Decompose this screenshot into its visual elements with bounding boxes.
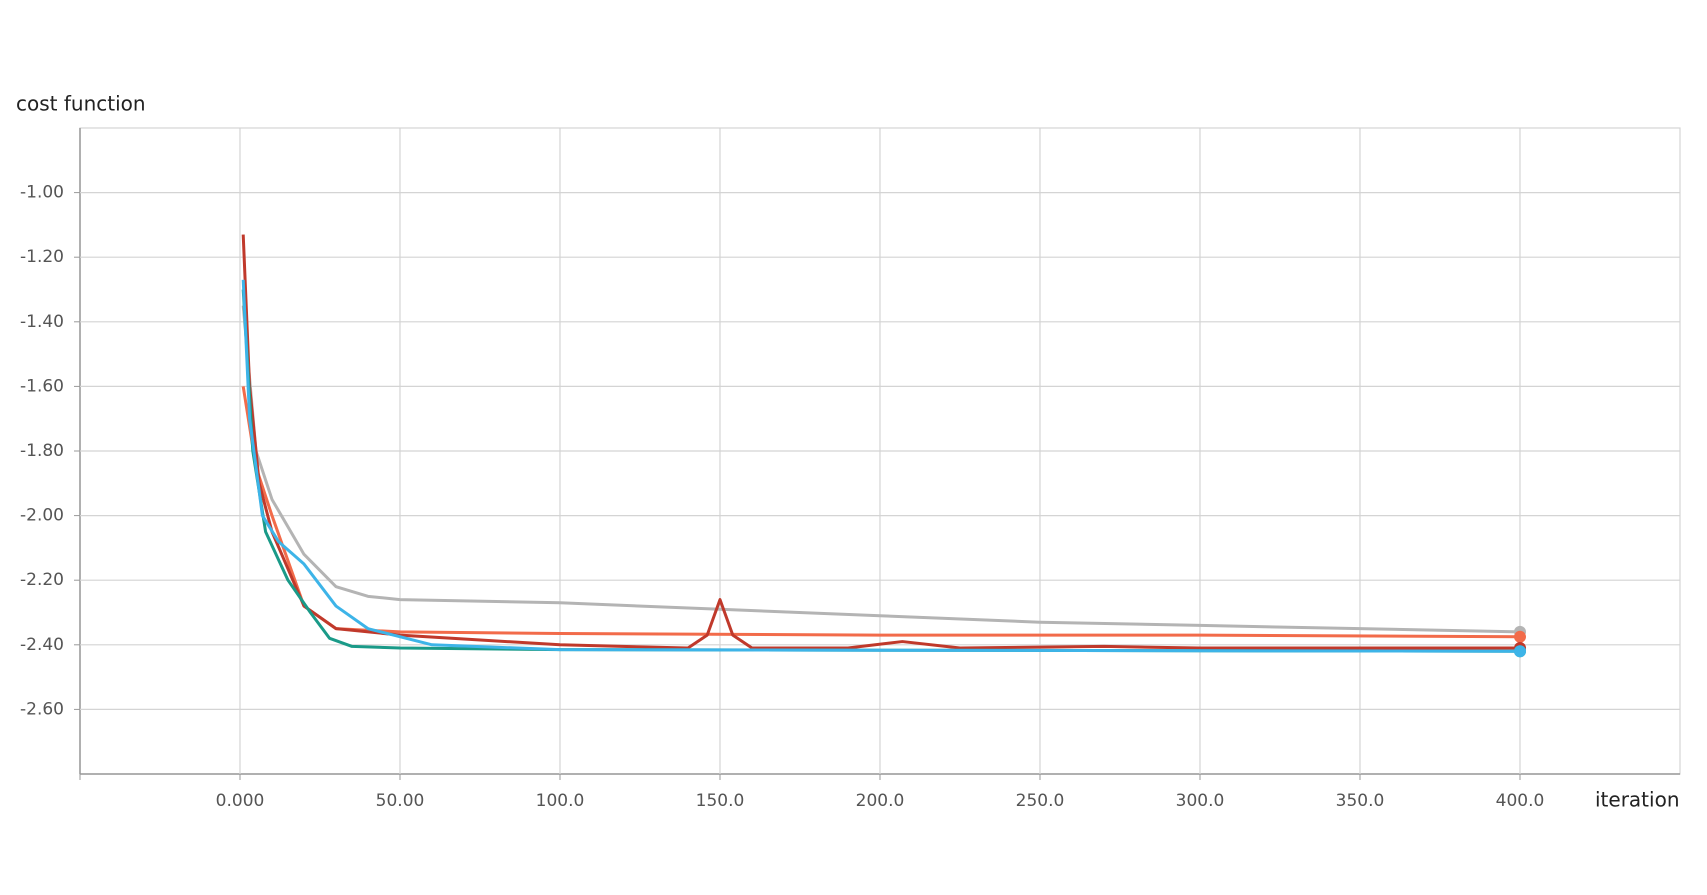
x-axis-label: iteration — [1595, 788, 1680, 812]
line-series — [241, 234, 1520, 650]
y-axis-label: cost function — [16, 92, 146, 116]
end-point — [1514, 645, 1526, 658]
line-series — [241, 289, 1521, 653]
y-tick-label: -2.20 — [20, 570, 64, 590]
y-tick-label: -2.40 — [20, 635, 64, 655]
line-series — [241, 305, 1521, 634]
x-tick-label: 100.0 — [536, 791, 585, 811]
y-tick-label: -2.60 — [20, 699, 64, 719]
y-tick-label: -2.00 — [20, 506, 64, 526]
end-point — [1514, 630, 1526, 643]
y-tick-label: -1.40 — [20, 312, 64, 332]
x-tick-label: 150.0 — [696, 791, 745, 811]
x-tick-label: 400.0 — [1496, 791, 1545, 811]
y-tick-label: -1.60 — [20, 376, 64, 396]
x-tick-label: 350.0 — [1336, 791, 1385, 811]
x-tick-label: 0.000 — [216, 791, 265, 811]
y-tick-label: -1.80 — [20, 441, 64, 461]
x-tick-label: 50.00 — [376, 791, 425, 811]
x-tick-label: 200.0 — [856, 791, 905, 811]
x-tick-label: 250.0 — [1016, 791, 1065, 811]
y-tick-label: -1.00 — [20, 183, 64, 203]
y-tick-label: -1.20 — [20, 247, 64, 267]
line-series — [241, 386, 1521, 639]
x-tick-label: 300.0 — [1176, 791, 1225, 811]
line-series — [241, 279, 1521, 653]
